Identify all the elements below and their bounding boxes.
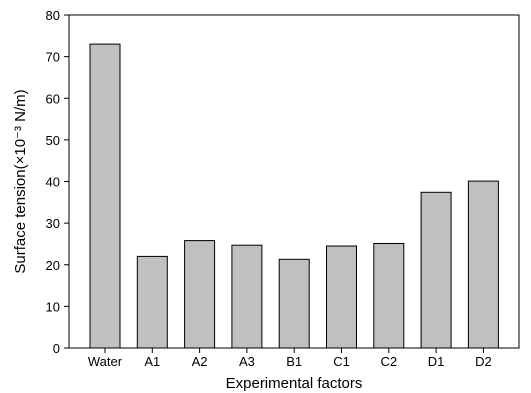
x-tick-label: C2 xyxy=(380,354,397,369)
x-axis-ticks: Water A1 A2 A3 B1 C1 C2 D1 D2 xyxy=(88,348,492,369)
bar-d1 xyxy=(420,191,452,349)
bar-d2 xyxy=(467,180,499,349)
y-axis-title: Surface tension(×10⁻³ N/m) xyxy=(12,89,29,273)
bar-a2 xyxy=(184,240,216,349)
y-tick-label: 70 xyxy=(46,50,60,65)
bar-c1 xyxy=(326,245,357,349)
x-tick-label: A3 xyxy=(239,354,255,369)
y-tick-label: 50 xyxy=(46,133,60,148)
plot-frame xyxy=(68,14,520,349)
bar-a3 xyxy=(231,244,263,349)
x-tick-label: Water xyxy=(88,354,123,369)
bars xyxy=(89,43,499,349)
x-tick-label: A2 xyxy=(192,354,208,369)
x-tick-label: D1 xyxy=(428,354,445,369)
y-axis-ticks: 0 10 20 30 40 50 60 70 80 xyxy=(46,8,69,356)
y-tick-label: 40 xyxy=(46,175,60,190)
bar-water xyxy=(89,43,121,349)
x-tick-label: D2 xyxy=(475,354,492,369)
x-tick-label: B1 xyxy=(286,354,302,369)
x-tick-label: A1 xyxy=(144,354,160,369)
x-tick-label: C1 xyxy=(333,354,350,369)
y-tick-label: 30 xyxy=(46,216,60,231)
y-tick-label: 60 xyxy=(46,91,60,106)
x-axis-title: Experimental factors xyxy=(226,375,363,392)
y-tick-label: 80 xyxy=(46,8,60,23)
y-tick-label: 0 xyxy=(53,341,60,356)
y-tick-label: 20 xyxy=(46,258,60,273)
bar-c2 xyxy=(373,243,405,349)
bar-b1 xyxy=(278,258,310,349)
y-tick-label: 10 xyxy=(46,299,60,314)
bar-a1 xyxy=(136,255,168,349)
